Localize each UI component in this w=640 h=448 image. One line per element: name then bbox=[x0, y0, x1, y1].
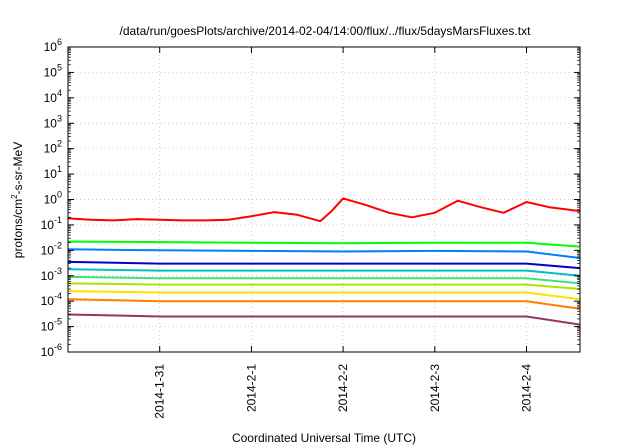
y-tick-base: 10 bbox=[41, 294, 55, 308]
series-line-4 bbox=[67, 260, 581, 270]
y-tick-label: 100 bbox=[44, 190, 62, 207]
x-tick-label: 2014-2-4 bbox=[520, 364, 534, 412]
y-tick-exponent: 5 bbox=[57, 62, 62, 72]
y-tick-label: 101 bbox=[44, 164, 62, 181]
y-axis-label-prefix: protons/cm bbox=[11, 199, 25, 258]
series-group bbox=[67, 197, 581, 326]
y-axis-label-superscript: 2 bbox=[10, 194, 19, 199]
y-tick-base: 10 bbox=[41, 345, 55, 359]
series-line-1 bbox=[67, 197, 581, 223]
y-tick-exponent: -5 bbox=[54, 317, 62, 327]
y-axis-ticks: 10-610-510-410-310-210-11001011021031041… bbox=[41, 37, 580, 359]
y-tick-label: 10-3 bbox=[41, 266, 62, 283]
y-axis-label: protons/cm2-s-sr-MeV bbox=[10, 142, 25, 258]
series-line-7 bbox=[67, 282, 581, 290]
y-axis-label-suffix: -s-sr-MeV bbox=[11, 142, 25, 195]
y-tick-label: 10-1 bbox=[41, 215, 62, 232]
y-tick-exponent: -4 bbox=[54, 291, 62, 301]
x-axis-label: Coordinated Universal Time (UTC) bbox=[232, 431, 416, 445]
y-tick-base: 10 bbox=[44, 65, 58, 79]
series-line-5 bbox=[67, 268, 581, 277]
grid-lines bbox=[68, 47, 580, 352]
y-tick-base: 10 bbox=[41, 320, 55, 334]
y-tick-exponent: 3 bbox=[57, 113, 62, 123]
y-tick-base: 10 bbox=[44, 91, 58, 105]
series-line-8 bbox=[67, 290, 581, 301]
y-tick-exponent: 2 bbox=[57, 139, 62, 149]
y-tick-exponent: -2 bbox=[54, 240, 62, 250]
y-tick-base: 10 bbox=[41, 269, 55, 283]
y-tick-base: 10 bbox=[44, 142, 58, 156]
y-tick-exponent: -6 bbox=[54, 342, 62, 352]
y-tick-base: 10 bbox=[44, 167, 58, 181]
y-tick-label: 10-4 bbox=[41, 291, 62, 308]
y-tick-label: 103 bbox=[44, 113, 62, 130]
y-tick-label: 104 bbox=[44, 88, 62, 105]
y-tick-base: 10 bbox=[41, 243, 55, 257]
y-tick-label: 10-6 bbox=[41, 342, 62, 359]
y-tick-exponent: 4 bbox=[57, 88, 62, 98]
y-tick-exponent: 0 bbox=[57, 190, 62, 200]
y-tick-base: 10 bbox=[44, 116, 58, 130]
y-tick-exponent: 1 bbox=[57, 164, 62, 174]
x-tick-label: 2014-2-3 bbox=[428, 364, 442, 412]
y-tick-label: 106 bbox=[44, 37, 62, 54]
x-tick-label: 2014-1-31 bbox=[153, 364, 167, 419]
y-tick-exponent: 6 bbox=[57, 37, 62, 47]
y-tick-base: 10 bbox=[44, 193, 58, 207]
y-tick-label: 105 bbox=[44, 62, 62, 79]
y-tick-label: 102 bbox=[44, 139, 62, 156]
series-line-10 bbox=[67, 313, 581, 326]
y-tick-base: 10 bbox=[44, 40, 58, 54]
series-line-6 bbox=[67, 275, 581, 285]
chart-title: /data/run/goesPlots/archive/2014-02-04/1… bbox=[120, 24, 532, 38]
y-tick-exponent: -1 bbox=[54, 215, 62, 225]
x-tick-label: 2014-2-2 bbox=[336, 364, 350, 412]
series-line-3 bbox=[67, 248, 581, 259]
y-tick-label: 10-2 bbox=[41, 240, 62, 257]
y-tick-exponent: -3 bbox=[54, 266, 62, 276]
series-line-2 bbox=[67, 240, 581, 248]
y-tick-label: 10-5 bbox=[41, 317, 62, 334]
x-tick-label: 2014-2-1 bbox=[244, 364, 258, 412]
series-line-9 bbox=[67, 298, 581, 310]
y-tick-base: 10 bbox=[41, 218, 55, 232]
x-axis-ticks: 2014-1-31 2014-2-1 2014-2-2 2014-2-3 2014-2-… bbox=[153, 47, 534, 419]
